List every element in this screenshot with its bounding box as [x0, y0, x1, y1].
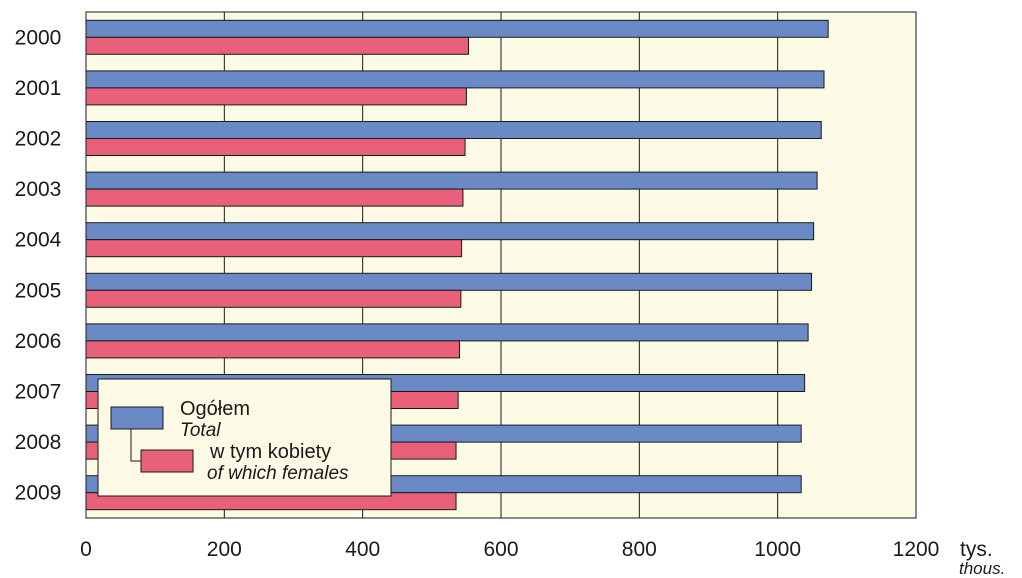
- legend-swatch-total: [110, 406, 164, 430]
- x-tick-label: 0: [80, 538, 92, 561]
- bar-females: [85, 188, 464, 207]
- legend-swatch-females: [140, 449, 194, 473]
- bar-total: [85, 323, 809, 342]
- bar-total: [85, 171, 818, 190]
- bar-females: [85, 239, 463, 258]
- y-tick-label: 2000: [15, 26, 62, 49]
- bar-total: [85, 121, 822, 139]
- bar-total: [85, 70, 825, 89]
- legend-label-females-en: of which females: [207, 463, 349, 484]
- y-tick-label: 2004: [15, 229, 62, 252]
- bar-total: [85, 19, 829, 38]
- x-tick-label: 1000: [754, 538, 801, 561]
- bar-total: [85, 272, 813, 291]
- y-tick-label: 2007: [15, 381, 62, 404]
- x-axis-unit: tys.: [960, 538, 993, 561]
- legend-label-total: Ogółem: [180, 398, 250, 420]
- bar-females: [85, 138, 466, 156]
- x-tick-label: 200: [207, 538, 242, 561]
- x-axis-unit-en: thous.: [959, 559, 1005, 578]
- x-axis-labels: 0 200 400 600 800 1000 1200: [80, 538, 939, 561]
- y-tick-label: 2006: [15, 330, 62, 353]
- bar-females: [85, 36, 469, 55]
- legend-connector: [130, 429, 141, 462]
- bar-females: [85, 340, 460, 359]
- plot-border: [85, 11, 917, 519]
- x-tick-label: 600: [483, 538, 518, 561]
- x-tick-label: 400: [345, 538, 380, 561]
- legend-box: [97, 378, 392, 497]
- y-tick-label: 2002: [15, 128, 62, 151]
- bar-females: [85, 289, 462, 308]
- legend: Ogółem Total w tym kobiety of which fema…: [97, 378, 392, 497]
- y-tick-label: 2008: [15, 431, 62, 454]
- legend-label-females: w tym kobiety: [209, 441, 331, 463]
- x-tick-label: 1200: [893, 538, 940, 561]
- y-tick-label: 2003: [15, 178, 62, 201]
- bar-females: [85, 87, 467, 106]
- y-tick-label: 2009: [15, 482, 62, 505]
- bar-total: [85, 222, 815, 241]
- x-tick-label: 800: [622, 538, 657, 561]
- y-tick-label: 2001: [15, 77, 62, 100]
- y-axis-labels: 2000 2001 2002 2003 2004 2005 2006 2007 2008 2009: [15, 26, 62, 504]
- legend-label-total-en: Total: [180, 420, 221, 441]
- y-tick-label: 2005: [15, 279, 62, 302]
